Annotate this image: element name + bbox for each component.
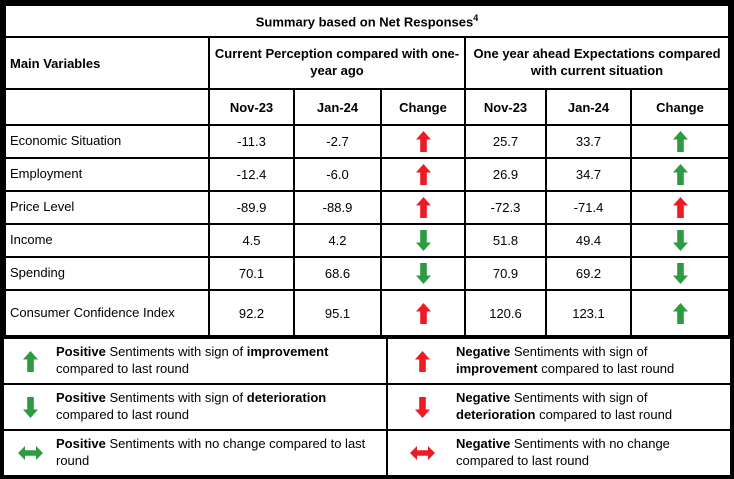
legend-row: Positive Sentiments with sign of improve… <box>4 339 730 383</box>
value-cell: 33.7 <box>545 124 632 159</box>
one-year-ahead-group-header: One year ahead Expectations compared wit… <box>464 36 730 90</box>
up-arrow-green-icon <box>672 164 688 185</box>
up-arrow-red-icon <box>415 131 431 152</box>
value-cell: 49.4 <box>545 223 632 258</box>
col-header-current-nov23: Nov-23 <box>208 88 295 126</box>
value-cell: -6.0 <box>293 157 382 192</box>
col-header-ahead-jan24: Jan-24 <box>545 88 632 126</box>
value-cell: 92.2 <box>208 289 295 337</box>
main-variables-header: Main Variables <box>4 36 210 90</box>
value-cell: -89.9 <box>208 190 295 225</box>
footnote-marker: 4 <box>473 12 479 23</box>
net-responses-table: Summary based on Net Responses4 Main Var… <box>4 4 730 337</box>
legend-item-text: Negative Sentiments with no change compa… <box>456 436 670 468</box>
leftright-arrow-red-icon <box>409 446 435 460</box>
down-arrow-green-icon <box>672 230 688 251</box>
down-arrow-green-icon <box>415 230 431 251</box>
row-variable-label: Economic Situation <box>4 124 210 159</box>
col-header-ahead-nov23: Nov-23 <box>464 88 547 126</box>
legend-item-text: Positive Sentiments with sign of improve… <box>56 344 329 376</box>
value-cell: -72.3 <box>464 190 547 225</box>
group-header-row: Main Variables Current Perception compar… <box>4 36 730 90</box>
value-cell: 69.2 <box>545 256 632 291</box>
value-cell: 123.1 <box>545 289 632 337</box>
value-cell: -11.3 <box>208 124 295 159</box>
legend-item-text: Negative Sentiments with sign of improve… <box>456 344 675 376</box>
subheader-row: Nov-23 Jan-24 Change Nov-23 Jan-24 Chang… <box>4 88 730 126</box>
up-arrow-red-icon <box>415 197 431 218</box>
value-cell: 70.9 <box>464 256 547 291</box>
legend-item-text: Positive Sentiments with sign of deterio… <box>56 390 327 422</box>
up-arrow-green-icon <box>672 131 688 152</box>
value-cell: -12.4 <box>208 157 295 192</box>
table-title: Summary based on Net Responses4 <box>4 4 730 38</box>
value-cell: 25.7 <box>464 124 547 159</box>
value-cell: 68.6 <box>293 256 382 291</box>
up-arrow-red-icon <box>415 164 431 185</box>
table-row: Spending 70.1 68.6 70.9 69.2 <box>4 256 730 291</box>
value-cell: 95.1 <box>293 289 382 337</box>
up-arrow-red-icon <box>672 197 688 218</box>
table-row: Price Level -89.9 -88.9 -72.3 -71.4 <box>4 190 730 225</box>
row-variable-label: Income <box>4 223 210 258</box>
value-cell: 34.7 <box>545 157 632 192</box>
title-row: Summary based on Net Responses4 <box>4 4 730 38</box>
value-cell: 4.2 <box>293 223 382 258</box>
down-arrow-green-icon <box>672 263 688 284</box>
arrow-legend: Positive Sentiments with sign of improve… <box>4 337 730 475</box>
table-row: Employment -12.4 -6.0 26.9 34.7 <box>4 157 730 192</box>
up-arrow-green-icon <box>22 350 38 372</box>
table-row: Consumer Confidence Index 92.2 95.1 120.… <box>4 289 730 337</box>
col-header-current-jan24: Jan-24 <box>293 88 382 126</box>
legend-row: Positive Sentiments with no change compa… <box>4 429 730 475</box>
up-arrow-green-icon <box>672 302 688 324</box>
up-arrow-red-icon <box>415 302 431 324</box>
value-cell: -88.9 <box>293 190 382 225</box>
row-variable-label: Consumer Confidence Index <box>4 289 210 337</box>
empty-corner-cell <box>4 88 210 126</box>
value-cell: 70.1 <box>208 256 295 291</box>
legend-item-text: Negative Sentiments with sign of deterio… <box>456 390 673 422</box>
value-cell: 51.8 <box>464 223 547 258</box>
value-cell: -71.4 <box>545 190 632 225</box>
row-variable-label: Employment <box>4 157 210 192</box>
current-perception-group-header: Current Perception compared with one-yea… <box>208 36 466 90</box>
col-header-ahead-change: Change <box>630 88 730 126</box>
up-arrow-red-icon <box>414 350 430 372</box>
value-cell: -2.7 <box>293 124 382 159</box>
legend-item-text: Positive Sentiments with no change compa… <box>56 436 366 468</box>
value-cell: 4.5 <box>208 223 295 258</box>
down-arrow-green-icon <box>415 263 431 284</box>
row-variable-label: Price Level <box>4 190 210 225</box>
down-arrow-green-icon <box>22 396 38 418</box>
value-cell: 26.9 <box>464 157 547 192</box>
legend-row: Positive Sentiments with sign of deterio… <box>4 383 730 429</box>
value-cell: 120.6 <box>464 289 547 337</box>
row-variable-label: Spending <box>4 256 210 291</box>
table-row: Economic Situation -11.3 -2.7 25.7 33.7 <box>4 124 730 159</box>
table-title-text: Summary based on Net Responses <box>255 14 474 30</box>
leftright-arrow-green-icon <box>17 445 43 460</box>
col-header-current-change: Change <box>380 88 466 126</box>
down-arrow-red-icon <box>414 396 430 418</box>
table-row: Income 4.5 4.2 51.8 49.4 <box>4 223 730 258</box>
